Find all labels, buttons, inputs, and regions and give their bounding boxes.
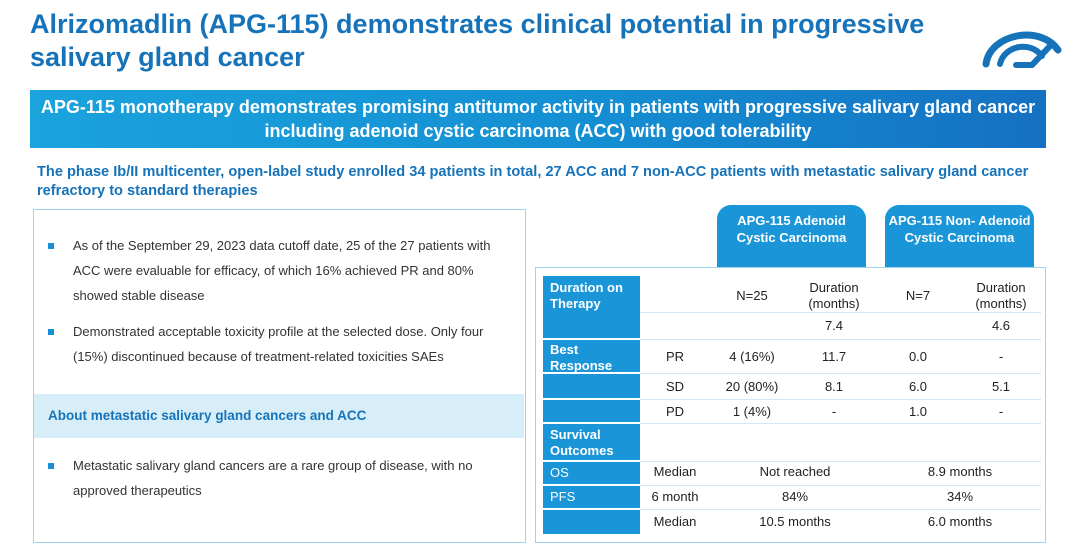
section-label-survival: Survival Outcomes — [543, 424, 640, 460]
header-non-n: N=7 — [905, 288, 931, 303]
survival-acc-value: 84% — [781, 489, 809, 504]
header-non-duration: Duration (months) — [975, 280, 1027, 311]
response-non-duration: - — [998, 349, 1004, 364]
response-non-n: 1.0 — [908, 404, 928, 419]
response-label: PR — [665, 349, 685, 364]
bullet-square-icon — [48, 243, 54, 249]
row-divider — [640, 339, 1041, 340]
row-divider — [640, 312, 1041, 313]
survival-measure: Median — [653, 514, 697, 529]
response-acc-duration: - — [831, 404, 837, 419]
row-divider — [640, 423, 1041, 424]
response-non-duration: 5.1 — [991, 379, 1011, 394]
response-non-n: 0.0 — [908, 349, 928, 364]
row-divider — [640, 461, 1041, 462]
header-acc-n: N=25 — [736, 288, 768, 303]
column-header-non-acc: APG-115 Non- Adenoid Cystic Carcinoma — [885, 205, 1034, 267]
survival-acc-value: 10.5 months — [759, 514, 831, 529]
survival-measure: 6 month — [651, 489, 699, 504]
label-spacer — [543, 400, 640, 422]
study-description: The phase Ib/II multicenter, open-label … — [37, 164, 1029, 199]
results-table — [535, 267, 1046, 543]
response-acc-duration: 8.1 — [824, 379, 844, 394]
page-title: Alrizomadlin (APG-115) demonstrates clin… — [30, 9, 925, 72]
endpoint-label-pfs-median — [543, 510, 640, 534]
survival-non-acc-value: 6.0 months — [927, 514, 993, 529]
label-spacer — [543, 312, 640, 338]
finding-bullet: Demonstrated acceptable toxicity profile… — [48, 319, 498, 369]
response-acc-n: 20 (80%) — [725, 379, 779, 394]
duration-acc: 7.4 — [824, 318, 844, 333]
response-label: PD — [665, 404, 685, 419]
row-divider — [640, 509, 1041, 510]
duration-non-acc: 4.6 — [991, 318, 1011, 333]
finding-bullet: As of the September 29, 2023 data cutoff… — [48, 233, 498, 308]
survival-measure: Median — [653, 464, 697, 479]
response-label: SD — [665, 379, 685, 394]
finding-text: Demonstrated acceptable toxicity profile… — [73, 324, 484, 364]
label-spacer — [543, 374, 640, 398]
about-heading: About metastatic salivary gland cancers … — [34, 394, 524, 438]
response-acc-n: 4 (16%) — [729, 349, 775, 364]
response-acc-n: 1 (4%) — [732, 404, 772, 419]
survival-non-acc-value: 34% — [946, 489, 974, 504]
header-acc-duration: Duration (months) — [808, 280, 860, 311]
bullet-square-icon — [48, 329, 54, 335]
response-non-duration: - — [998, 404, 1004, 419]
section-label-best-response: Best Response — [543, 340, 640, 373]
row-divider — [640, 373, 1041, 374]
bullet-square-icon — [48, 463, 54, 469]
about-text: Metastatic salivary gland cancers are a … — [73, 458, 473, 498]
survival-acc-value: Not reached — [759, 464, 831, 479]
key-message-banner: APG-115 monotherapy demonstrates promisi… — [30, 90, 1046, 148]
company-logo-icon — [982, 31, 1062, 68]
row-divider — [640, 399, 1041, 400]
endpoint-label-pfs: PFS — [543, 486, 640, 508]
about-bullet: Metastatic salivary gland cancers are a … — [48, 453, 498, 503]
survival-non-acc-value: 8.9 months — [927, 464, 993, 479]
endpoint-label-os: OS — [543, 462, 640, 484]
findings-panel: As of the September 29, 2023 data cutoff… — [33, 209, 526, 543]
response-non-n: 6.0 — [908, 379, 928, 394]
response-acc-duration: 11.7 — [821, 349, 847, 364]
row-divider — [640, 485, 1041, 486]
column-header-acc: APG-115 Adenoid Cystic Carcinoma — [717, 205, 866, 267]
finding-text: As of the September 29, 2023 data cutoff… — [73, 238, 491, 303]
